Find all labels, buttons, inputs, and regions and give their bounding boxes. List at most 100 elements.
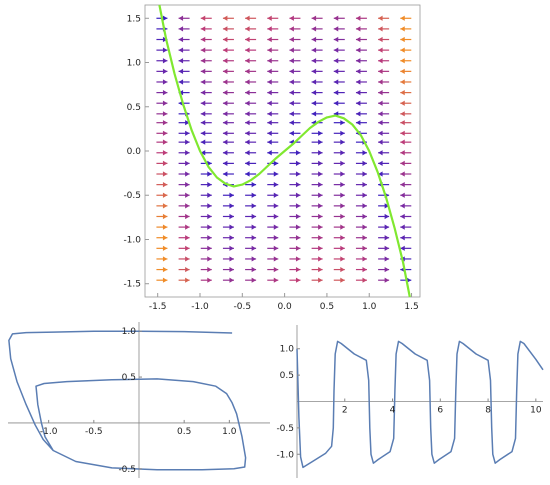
field-arrow-head bbox=[295, 182, 301, 188]
field-arrow-head bbox=[400, 68, 405, 74]
field-arrow-head bbox=[229, 266, 234, 273]
field-arrow-head bbox=[185, 192, 190, 198]
field-arrow-head bbox=[222, 130, 228, 136]
field-arrow-head bbox=[318, 130, 323, 136]
time-y-tick-label: 0.5 bbox=[280, 371, 294, 381]
field-arrow-head bbox=[222, 150, 228, 156]
field-arrow-head bbox=[295, 213, 301, 220]
time-x-ticks: 2 4 6 8 10 bbox=[342, 398, 542, 416]
field-arrow-head bbox=[267, 139, 272, 145]
field-arrow-head bbox=[400, 47, 405, 53]
field-arrow-head bbox=[251, 277, 257, 283]
field-arrow-head bbox=[400, 36, 405, 43]
field-arrow-head bbox=[355, 36, 361, 43]
field-arrow-head bbox=[400, 139, 405, 145]
field-arrow-head bbox=[362, 203, 367, 209]
phase-trajectory bbox=[8, 330, 247, 471]
field-arrow-head bbox=[207, 266, 212, 273]
time-y-tick-label: 1.0 bbox=[280, 345, 295, 355]
field-arrow-head bbox=[340, 213, 345, 220]
field-arrow-head bbox=[162, 256, 168, 262]
phase-x-tick-label: -0.5 bbox=[85, 427, 103, 437]
field-arrow-head bbox=[378, 160, 383, 166]
field-arrow-head bbox=[289, 47, 294, 53]
field-arrow-head bbox=[384, 203, 390, 209]
field-arrow-head bbox=[200, 120, 206, 126]
field-arrow-head bbox=[200, 26, 206, 32]
field-arrow-head bbox=[273, 235, 279, 241]
y-tick-label: 0.0 bbox=[127, 147, 142, 157]
field-arrow-head bbox=[162, 68, 168, 74]
field-arrow-head bbox=[207, 277, 212, 283]
field-arrow-head bbox=[340, 139, 345, 145]
field-arrow-head bbox=[273, 160, 279, 166]
time-series-line bbox=[296, 340, 544, 469]
field-arrow-head bbox=[245, 130, 250, 136]
field-arrow-head bbox=[340, 192, 345, 198]
field-arrow-head bbox=[162, 182, 168, 188]
field-arrow-head bbox=[318, 160, 323, 166]
field-arrow-head bbox=[178, 26, 184, 32]
field-arrow-head bbox=[273, 224, 279, 230]
field-arrow-head bbox=[245, 120, 250, 126]
field-arrow-head bbox=[400, 58, 405, 64]
field-arrow-head bbox=[311, 47, 317, 53]
field-arrow-head bbox=[162, 160, 168, 166]
field-arrow-head bbox=[295, 266, 301, 273]
field-arrow-head bbox=[362, 192, 367, 198]
field-arrow-head bbox=[273, 266, 279, 273]
y-tick-label: -1.0 bbox=[123, 235, 141, 245]
field-arrow-head bbox=[178, 47, 184, 53]
field-arrow-head bbox=[400, 235, 405, 241]
field-arrow-head bbox=[400, 15, 405, 21]
field-arrow-head bbox=[267, 47, 272, 53]
field-arrow-head bbox=[185, 203, 190, 209]
field-arrow-head bbox=[185, 266, 190, 273]
field-arrow-head bbox=[185, 245, 190, 251]
field-arrow-head bbox=[289, 120, 294, 126]
field-arrow-head bbox=[340, 171, 345, 177]
field-arrow-head bbox=[295, 192, 301, 198]
field-arrow-head bbox=[295, 235, 301, 241]
x-tick-label: 0.0 bbox=[277, 302, 292, 312]
field-arrow-head bbox=[273, 256, 279, 262]
field-arrow-head bbox=[289, 100, 294, 106]
field-arrow-head bbox=[340, 277, 345, 283]
field-arrow-head bbox=[245, 100, 250, 106]
field-arrow-head bbox=[267, 36, 272, 43]
field-arrow-head bbox=[340, 182, 345, 188]
field-arrow-head bbox=[295, 245, 301, 251]
field-arrow-head bbox=[333, 100, 339, 106]
field-arrow-head bbox=[333, 90, 339, 96]
field-arrow-head bbox=[340, 245, 345, 251]
field-arrow-head bbox=[222, 120, 228, 126]
field-arrow-head bbox=[185, 213, 190, 220]
field-arrow-head bbox=[378, 15, 383, 21]
field-arrow-head bbox=[162, 245, 168, 251]
field-arrow-head bbox=[251, 224, 257, 230]
field-arrow-head bbox=[295, 224, 301, 230]
field-arrow-head bbox=[267, 130, 272, 136]
field-arrow-head bbox=[311, 68, 317, 74]
field-arrow-head bbox=[273, 245, 279, 251]
field-arrow-head bbox=[222, 15, 228, 21]
field-arrow-head bbox=[229, 213, 234, 220]
field-arrow-head bbox=[362, 171, 367, 177]
field-arrow-head bbox=[222, 26, 228, 32]
field-arrow-head bbox=[185, 235, 190, 241]
time-y-tick-label: -1.0 bbox=[276, 450, 294, 460]
field-arrow-head bbox=[273, 277, 279, 283]
field-arrow-head bbox=[207, 224, 212, 230]
field-arrow-head bbox=[229, 203, 234, 209]
field-arrow-head bbox=[400, 224, 405, 230]
field-arrow-head bbox=[273, 171, 279, 177]
field-arrow-head bbox=[162, 130, 168, 136]
field-arrow-head bbox=[229, 256, 234, 262]
field-arrow-head bbox=[245, 68, 250, 74]
field-arrow-head bbox=[185, 130, 190, 136]
field-arrow-head bbox=[185, 224, 190, 230]
field-arrow-head bbox=[207, 171, 212, 177]
field-arrow-head bbox=[267, 26, 272, 32]
field-arrow-head bbox=[384, 235, 390, 241]
